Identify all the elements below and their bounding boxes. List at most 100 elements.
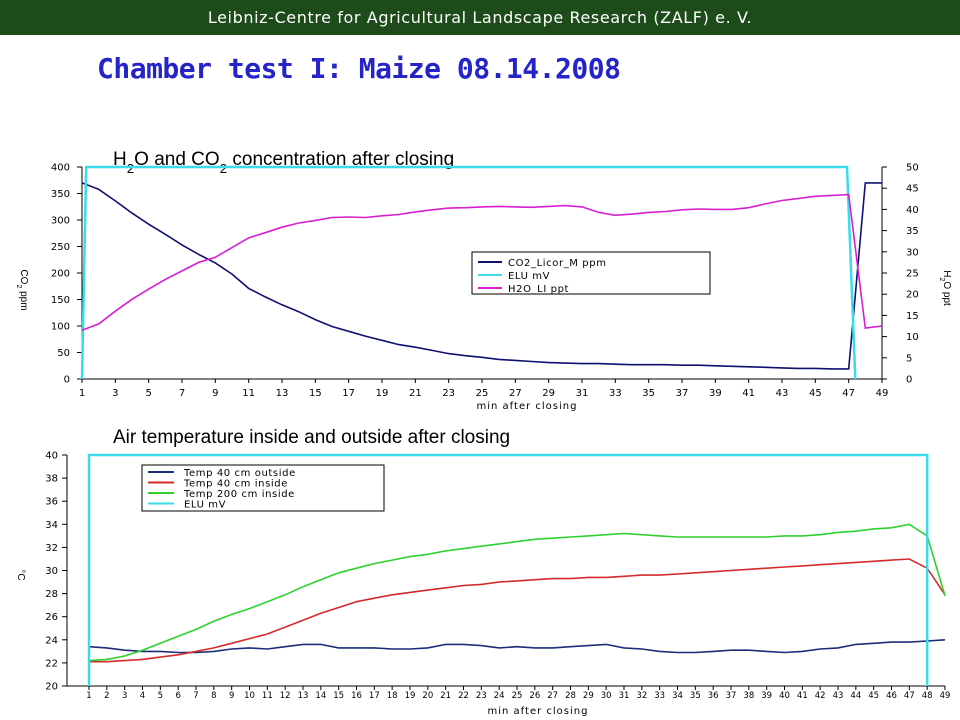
chart1-tick-label-x: 1 (79, 388, 85, 399)
chart2-tick-label-x: 16 (351, 691, 362, 701)
chart1-tick-label-x: 13 (276, 388, 289, 399)
chart2-tick-label-x: 7 (193, 691, 198, 701)
chart2-tick-label-y: 34 (45, 520, 58, 531)
chart1-tick-label-x: 3 (112, 388, 118, 399)
chart2-tick-label-x: 27 (547, 691, 558, 701)
chart2-x-label: min after closing (488, 706, 589, 717)
chart1-legend-entry: ELU mV (508, 271, 550, 282)
chart2-tick-label-x: 1 (86, 691, 91, 701)
chart1-tick-label-x: 33 (609, 388, 622, 399)
chart1-tick-label-x: 11 (242, 388, 255, 399)
chart1-tick-label-right: 35 (906, 226, 919, 237)
header-bar: Leibniz-Centre for Agricultural Landscap… (0, 0, 960, 35)
chart1-series-line (81, 182, 882, 370)
chart2-tick-label-x: 8 (211, 691, 216, 701)
chart1-tick-label-left: 200 (51, 269, 70, 280)
chart1-series-line (80, 165, 857, 380)
chart1-tick-label-right: 15 (906, 311, 919, 322)
chart1-legend-entry: CO2_Licor_M ppm (508, 258, 607, 269)
chart2-tick-label-x: 40 (779, 691, 790, 701)
chart1-tick-label-left: 300 (51, 216, 70, 227)
chart1-tick-label-x: 5 (145, 388, 151, 399)
chart1-legend-entry: H2O_LI ppt (508, 284, 569, 295)
chart2-tick-label-x: 44 (850, 691, 861, 701)
chart1-tick-label-left: 150 (51, 295, 70, 306)
chart2-tick-label-x: 11 (262, 691, 273, 701)
chart2-tick-label-x: 24 (494, 691, 505, 701)
chart2-legend-entry: Temp 200 cm inside (183, 489, 295, 500)
chart2-tick-label-x: 32 (636, 691, 647, 701)
chart2-tick-label-x: 26 (529, 691, 540, 701)
chart1-title: H2O and CO2 concentration after closing (113, 149, 454, 176)
chart2-tick-label-x: 2 (104, 691, 109, 701)
chart1-tick-label-x: 39 (709, 388, 722, 399)
chart1-tick-label-right: 5 (906, 353, 912, 364)
chart2-tick-label-x: 18 (387, 691, 398, 701)
chart2-y-label: °C (15, 569, 26, 580)
chart1-y-label-right: H2O ppt (939, 270, 953, 306)
chart1-tick-label-right: 30 (906, 247, 919, 258)
chart2-series-line (88, 639, 946, 654)
chart1-tick-label-x: 43 (776, 388, 789, 399)
chart2-tick-label-y: 24 (45, 635, 58, 646)
chart1-tick-label-x: 35 (642, 388, 655, 399)
chart1-tick-label-right: 25 (906, 269, 919, 280)
chart2-tick-label-x: 29 (583, 691, 594, 701)
chart1-tick-label-x: 21 (409, 388, 422, 399)
chart2-tick-label-x: 10 (244, 691, 255, 701)
chart2-tick-label-x: 3 (122, 691, 127, 701)
chart2-tick-label-y: 26 (45, 612, 58, 623)
chart2-tick-label-x: 33 (654, 691, 665, 701)
chart2-tick-label-x: 20 (422, 691, 433, 701)
chart2-tick-label-x: 39 (761, 691, 772, 701)
chart2-tick-label-x: 25 (512, 691, 523, 701)
chart1-tick-label-x: 41 (742, 388, 755, 399)
chart2-tick-label-x: 47 (904, 691, 915, 701)
chart1-tick-label-left: 250 (51, 242, 70, 253)
chart2-tick-label-x: 49 (940, 691, 951, 701)
chart2-tick-label-x: 23 (476, 691, 487, 701)
chart2-tick-label-x: 12 (280, 691, 291, 701)
header-text: Leibniz-Centre for Agricultural Landscap… (207, 8, 753, 27)
chart2-tick-label-x: 30 (601, 691, 612, 701)
chart2-tick-label-x: 28 (565, 691, 576, 701)
chart2-legend-entry: Temp 40 cm outside (183, 468, 296, 479)
chart2-tick-label-x: 48 (922, 691, 933, 701)
chart1-tick-label-right: 10 (906, 332, 919, 343)
chart1-tick-label-x: 47 (842, 388, 855, 399)
chart1-tick-label-right: 20 (906, 290, 919, 301)
chart2-tick-label-x: 38 (743, 691, 754, 701)
chart2-tick-label-y: 36 (45, 497, 58, 508)
chart2-tick-label-y: 28 (45, 589, 58, 600)
chart1-tick-label-x: 9 (212, 388, 218, 399)
chart1-tick-label-x: 27 (509, 388, 522, 399)
chart1-tick-label-x: 7 (179, 388, 185, 399)
chart2-tick-label-y: 38 (45, 474, 58, 485)
chart2-tick-label-x: 43 (833, 691, 844, 701)
chart1-tick-label-right: 50 (906, 163, 919, 174)
chart1-tick-label-left: 50 (57, 348, 70, 359)
chart2-tick-label-x: 35 (690, 691, 701, 701)
chart2-tick-label-x: 15 (333, 691, 344, 701)
chart1-tick-label-x: 29 (542, 388, 555, 399)
chart1-tick-label-x: 17 (342, 388, 355, 399)
chart2-tick-label-y: 30 (45, 566, 58, 577)
chart1-tick-label-left: 350 (51, 189, 70, 200)
chart2-tick-label-x: 46 (886, 691, 897, 701)
chart1-y-label-left: CO2 ppm (16, 269, 30, 310)
chart2-tick-label-x: 45 (868, 691, 879, 701)
chart2-series-line (87, 453, 929, 686)
chart2-tick-label-x: 37 (726, 691, 737, 701)
chart1-tick-label-x: 25 (476, 388, 489, 399)
chart2-tick-label-x: 41 (797, 691, 808, 701)
chart1-series-line (81, 193, 883, 331)
chart2-tick-label-x: 22 (458, 691, 469, 701)
chart2-tick-label-y: 32 (45, 543, 58, 554)
chart2-tick-label-x: 6 (175, 691, 180, 701)
chart1-legend-box (471, 251, 711, 295)
chart2-tick-label-x: 14 (315, 691, 326, 701)
chart1-tick-label-right: 0 (906, 375, 912, 386)
chart2-tick-label-x: 19 (405, 691, 416, 701)
chart1-tick-label-x: 45 (809, 388, 822, 399)
chart2-legend-entry: ELU mV (184, 500, 226, 511)
